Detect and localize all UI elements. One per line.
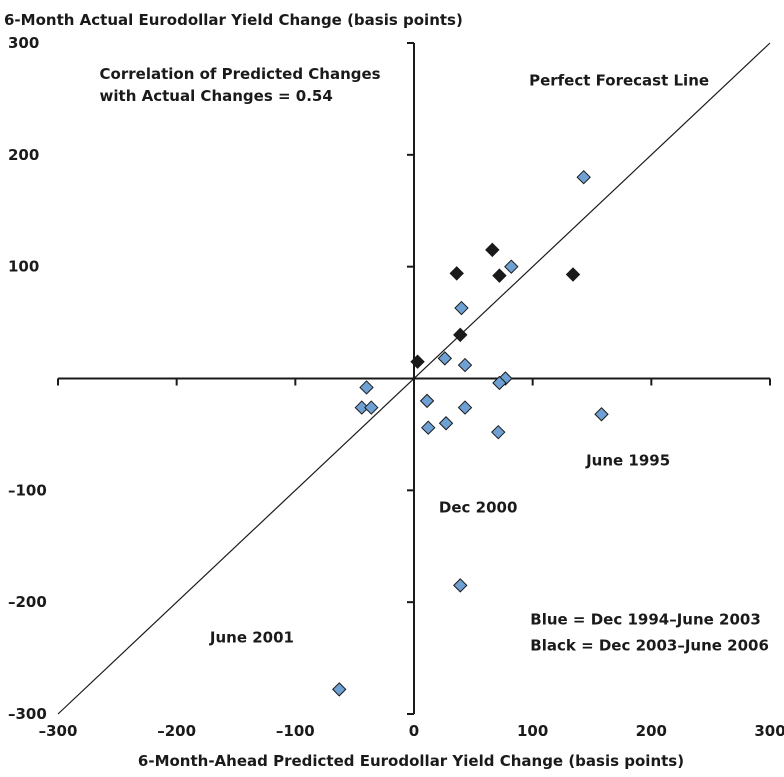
blue-series-point	[454, 300, 469, 316]
chart-annotation: Correlation of Predicted Changes	[100, 65, 381, 83]
y-tick-label: –300	[8, 705, 47, 723]
blue-series-point	[504, 259, 519, 274]
y-tick-label: –100	[8, 481, 47, 499]
blue-series-point	[453, 578, 468, 593]
blue-series-point	[457, 400, 473, 415]
x-tick-label: –200	[157, 722, 196, 740]
chart-annotation: Black = Dec 2003–June 2006	[530, 636, 769, 654]
y-tick-label: 200	[8, 146, 39, 164]
black-series-point	[410, 354, 425, 369]
blue-series-point	[421, 420, 436, 435]
blue-series-point	[364, 400, 379, 415]
chart-annotation: June 2001	[209, 628, 294, 646]
blue-series-point	[491, 424, 506, 440]
blue-series-point	[498, 371, 513, 386]
chart-annotation: Perfect Forecast Line	[529, 71, 709, 89]
x-tick-label: –300	[39, 722, 78, 740]
x-tick-label: 200	[636, 722, 667, 740]
black-series-point	[453, 327, 468, 343]
y-tick-label: 300	[8, 34, 39, 52]
x-tick-label: 0	[409, 722, 419, 740]
x-tick-label: 300	[754, 722, 784, 740]
blue-series-point	[438, 416, 454, 431]
chart-annotation: June 1995	[585, 452, 670, 470]
y-axis-label: 6-Month Actual Eurodollar Yield Change (…	[4, 11, 463, 29]
chart-annotation: with Actual Changes = 0.54	[100, 87, 333, 105]
blue-series-point	[419, 393, 435, 409]
y-tick-label: 100	[8, 258, 39, 276]
blue-series-point	[332, 682, 347, 697]
chart-annotation: Blue = Dec 1994–June 2003	[530, 611, 761, 629]
black-series-point	[485, 242, 500, 258]
chart-annotation: Dec 2000	[439, 499, 518, 517]
blue-series-point	[457, 357, 473, 373]
blue-series-point	[354, 400, 369, 415]
black-series-point	[565, 267, 581, 282]
x-tick-label: 100	[517, 722, 548, 740]
black-series-point	[492, 268, 507, 283]
blue-series-point	[437, 351, 453, 366]
x-axis-label: 6-Month-Ahead Predicted Eurodollar Yield…	[138, 752, 684, 770]
blue-series-point	[359, 380, 374, 395]
blue-series-point	[492, 375, 507, 391]
x-tick-label: –100	[276, 722, 315, 740]
blue-series-point	[576, 169, 591, 185]
black-series-point	[449, 266, 464, 281]
blue-series-point	[594, 407, 609, 422]
y-tick-label: –200	[8, 593, 47, 611]
perfect-forecast-line	[57, 42, 771, 715]
